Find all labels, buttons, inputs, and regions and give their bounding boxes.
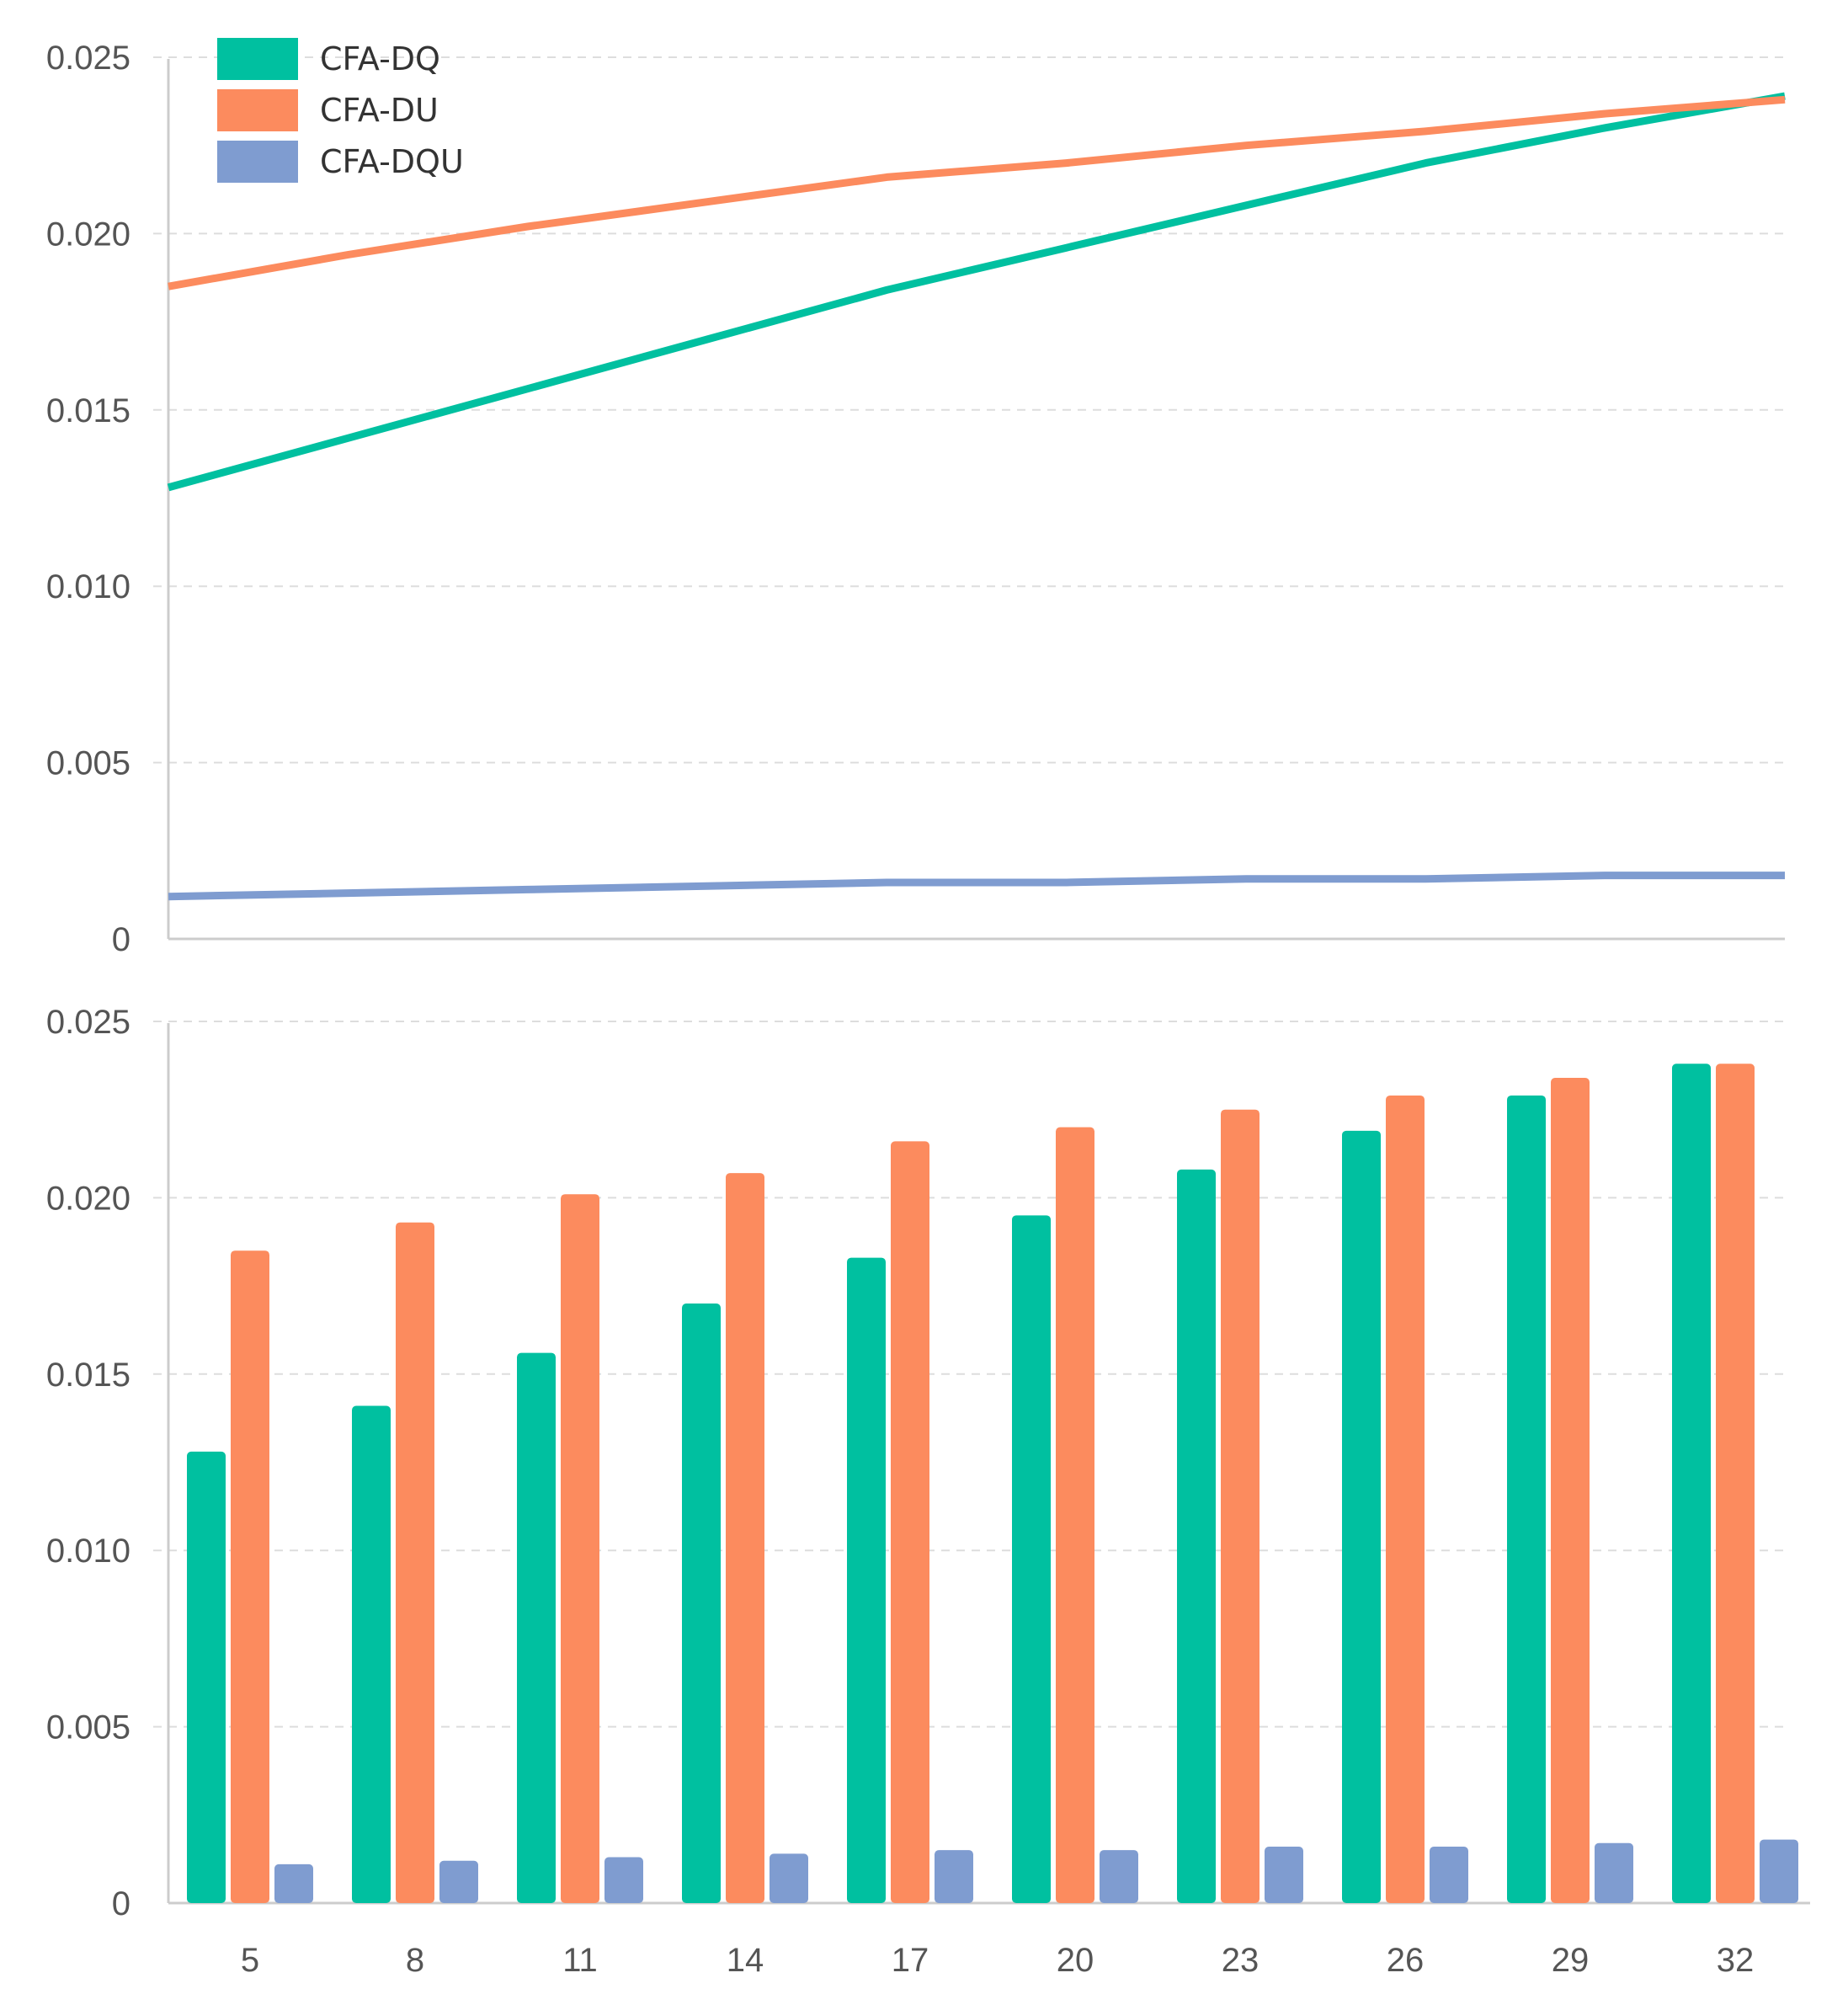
- bar-ytick-label: 0: [112, 1885, 130, 1922]
- line-ytick-label: 0.005: [46, 745, 130, 782]
- bar-cfa-du-20: [1056, 1127, 1094, 1903]
- bar-cfa-du-32: [1716, 1064, 1755, 1903]
- bar-xtick-label: 23: [1222, 1942, 1260, 1979]
- bar-cfa-du-8: [396, 1222, 434, 1903]
- bar-xtick-label: 26: [1387, 1942, 1425, 1979]
- bar-cfa-dq-17: [847, 1257, 886, 1903]
- line-ytick-label: 0: [112, 921, 130, 958]
- bar-xtick-label: 5: [241, 1942, 259, 1979]
- line-ytick-label: 0.020: [46, 216, 130, 253]
- bar-chart: 0 0.005 0.010 0.015 0.020 0.025 5 8 11 14 17 20 23 26…: [46, 1004, 1810, 1979]
- legend-label-cfa-dqu: CFA-DQU: [320, 143, 464, 180]
- legend-swatch-cfa-dqu: [217, 141, 298, 183]
- bar-cfa-dqu-23: [1265, 1846, 1303, 1903]
- line-series-cfa-dqu: [168, 872, 1785, 901]
- bar-xtick-label: 11: [562, 1942, 598, 1979]
- bar-cfa-dq-23: [1177, 1169, 1216, 1903]
- bar-xtick-label: 20: [1057, 1942, 1094, 1979]
- bar-ytick-label: 0.005: [46, 1709, 130, 1746]
- bar-xtick-label: 8: [406, 1942, 424, 1979]
- legend-swatch-cfa-du: [217, 89, 298, 131]
- line-series-cfa-dq: [167, 92, 1786, 492]
- bar-ytick-label: 0.015: [46, 1357, 130, 1394]
- legend-swatch-cfa-dq: [217, 38, 298, 80]
- bar-cfa-dqu-32: [1760, 1839, 1798, 1903]
- bar-cfa-du-5: [231, 1250, 269, 1903]
- line-ytick-label: 0.015: [46, 392, 130, 429]
- bar-cfa-dq-8: [352, 1405, 391, 1903]
- bar-ytick-label: 0.025: [46, 1004, 130, 1041]
- line-chart: 0 0.005 0.010 0.015 0.020 0.025: [46, 40, 1786, 958]
- bar-cfa-dqu-17: [935, 1850, 973, 1903]
- bar-cfa-du-14: [726, 1173, 764, 1903]
- bar-xtick-label: 17: [892, 1942, 929, 1979]
- bar-cfa-du-23: [1221, 1109, 1260, 1903]
- bar-xtick-label: 14: [727, 1942, 764, 1979]
- legend-label-cfa-dq: CFA-DQ: [320, 40, 440, 77]
- bar-cfa-dqu-11: [604, 1857, 643, 1903]
- line-ytick-label: 0.025: [46, 40, 130, 77]
- bar-ytick-label: 0.020: [46, 1180, 130, 1217]
- bar-ytick-label: 0.010: [46, 1533, 130, 1570]
- bar-cfa-du-11: [561, 1194, 599, 1903]
- line-ytick-label: 0.010: [46, 568, 130, 605]
- bar-cfa-dqu-20: [1100, 1850, 1138, 1903]
- bar-cfa-dq-11: [517, 1352, 556, 1903]
- bar-cfa-dqu-29: [1595, 1842, 1633, 1903]
- bar-cfa-dq-29: [1507, 1095, 1546, 1903]
- bar-cfa-du-26: [1386, 1095, 1425, 1903]
- bar-cfa-du-17: [891, 1141, 929, 1903]
- bar-cfa-dqu-8: [439, 1860, 478, 1903]
- bar-xtick-label: 29: [1552, 1942, 1590, 1979]
- chart-legend: CFA-DQ CFA-DU CFA-DQU: [217, 38, 464, 183]
- bar-cfa-dqu-26: [1430, 1846, 1468, 1903]
- bar-cfa-dqu-5: [274, 1863, 313, 1903]
- bar-cfa-du-29: [1551, 1078, 1590, 1903]
- bar-cfa-dq-20: [1012, 1215, 1051, 1903]
- bar-xtick-label: 32: [1717, 1942, 1755, 1979]
- legend-label-cfa-du: CFA-DU: [320, 92, 439, 129]
- bar-cfa-dq-26: [1342, 1130, 1381, 1903]
- bar-cfa-dq-32: [1672, 1064, 1711, 1903]
- bar-cfa-dq-5: [187, 1451, 226, 1903]
- line-series-cfa-du: [168, 95, 1786, 291]
- bar-cfa-dqu-14: [770, 1853, 808, 1903]
- bar-cfa-dq-14: [682, 1304, 721, 1903]
